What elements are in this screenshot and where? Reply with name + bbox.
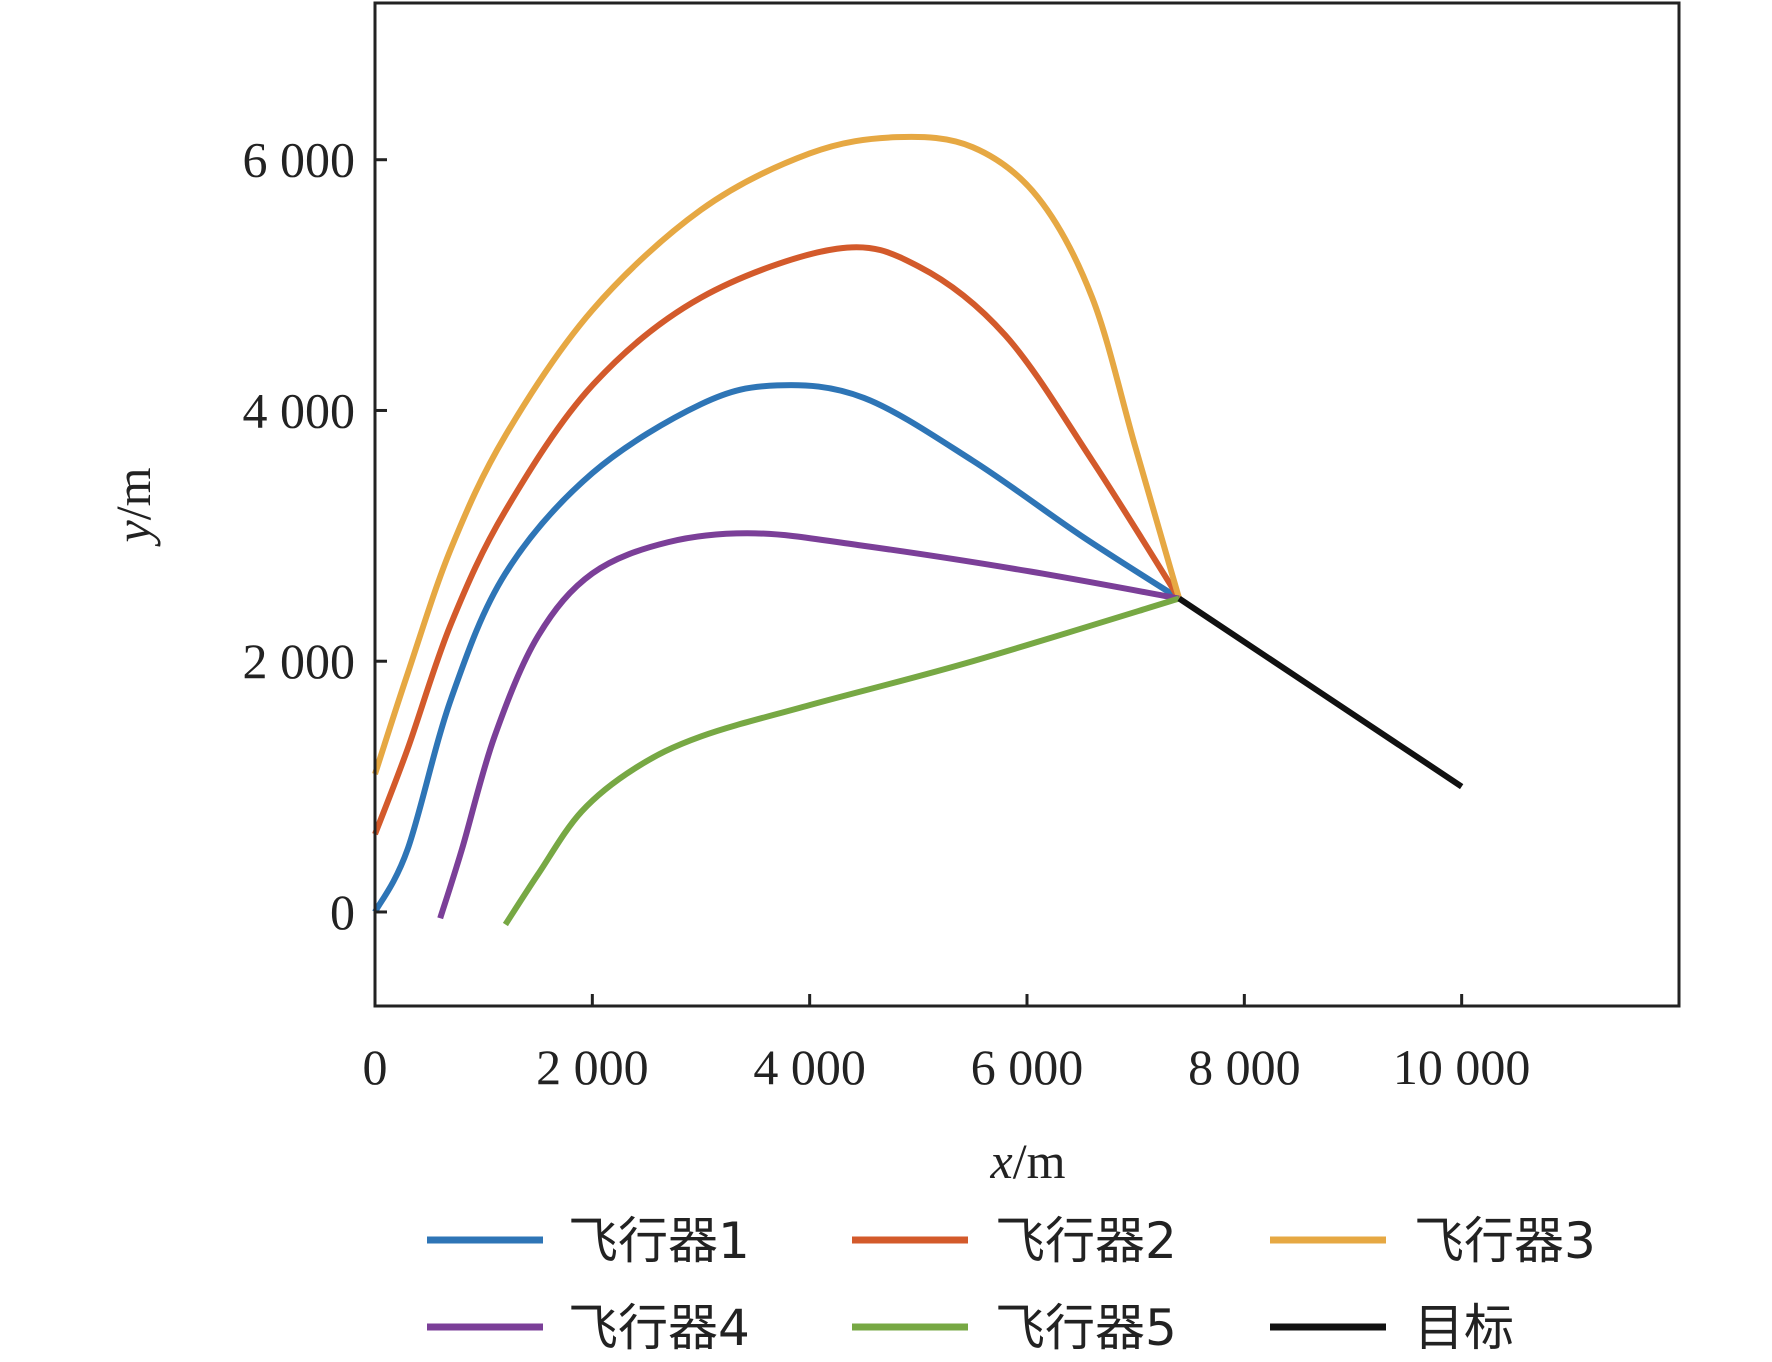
- legend-label: 飞行器5: [995, 1299, 1177, 1357]
- legend-item: 飞行器1: [427, 1212, 750, 1270]
- x-tick-label: 6 000: [971, 1039, 1084, 1095]
- series-line-4: [437, 530, 1180, 920]
- y-tick-label: 4 000: [243, 382, 356, 438]
- legend-label: 飞行器4: [568, 1299, 750, 1357]
- x-tick-label: 2 000: [536, 1039, 649, 1095]
- legend-item: 飞行器2: [852, 1212, 1177, 1270]
- x-axis-label: x/m: [990, 1133, 1066, 1189]
- legend-item: 目标: [1270, 1299, 1514, 1357]
- legend-item: 飞行器3: [1270, 1212, 1596, 1270]
- x-axis-var: x: [990, 1133, 1013, 1189]
- legend-item: 飞行器4: [427, 1299, 750, 1357]
- series-line-1: [372, 382, 1181, 914]
- y-tick-label: 6 000: [243, 132, 356, 188]
- y-tick-label: 2 000: [243, 633, 356, 689]
- x-axis-unit: /m: [1013, 1133, 1066, 1189]
- x-tick-label: 0: [363, 1039, 388, 1095]
- series-line-6: [1177, 596, 1464, 790]
- x-ticks: 0 2 000 4 000 6 000 8 000 10 000: [363, 994, 1531, 1095]
- x-tick-label: 10 000: [1393, 1039, 1531, 1095]
- y-axis-unit: /m: [105, 467, 161, 520]
- legend-label: 飞行器1: [568, 1212, 750, 1270]
- legend-label: 飞行器3: [1414, 1212, 1596, 1270]
- y-axis-label: y/m: [105, 467, 161, 547]
- legend: 飞行器1 飞行器2 飞行器3 飞行器4 飞行器5 目标: [427, 1212, 1596, 1357]
- x-tick-label: 8 000: [1188, 1039, 1301, 1095]
- x-tick-label: 4 000: [753, 1039, 866, 1095]
- y-ticks: 0 2 000 4 000 6 000: [243, 132, 387, 940]
- legend-label: 目标: [1414, 1299, 1514, 1357]
- series-line-2: [372, 244, 1182, 836]
- series-line-3: [372, 133, 1183, 775]
- y-tick-label: 0: [330, 884, 355, 940]
- series-layer: [372, 133, 1464, 927]
- legend-label: 飞行器2: [995, 1212, 1177, 1270]
- y-axis-var: y: [105, 520, 161, 548]
- series-line-5: [502, 595, 1181, 927]
- plot-frame: [373, 1, 1681, 1008]
- legend-item: 飞行器5: [852, 1299, 1177, 1357]
